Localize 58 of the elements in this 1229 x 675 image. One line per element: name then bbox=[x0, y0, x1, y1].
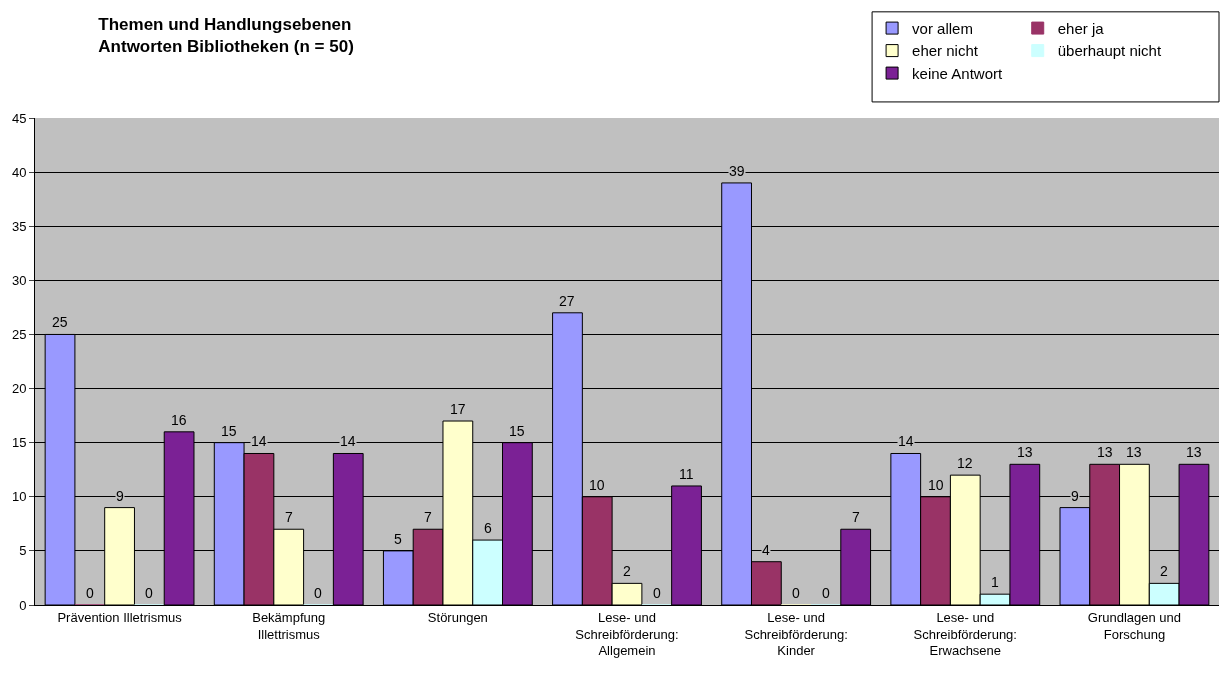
data-label: 16 bbox=[171, 412, 187, 428]
data-label: 1 bbox=[991, 574, 999, 590]
data-label: 0 bbox=[822, 585, 830, 601]
data-label: 13 bbox=[1186, 444, 1202, 460]
data-label: 7 bbox=[424, 509, 432, 525]
y-tick-label: 35 bbox=[11, 218, 27, 234]
data-label: 13 bbox=[1017, 444, 1033, 460]
data-label: 17 bbox=[450, 401, 466, 417]
data-label: 0 bbox=[653, 585, 661, 601]
data-label: 14 bbox=[898, 433, 914, 449]
y-tick-label: 10 bbox=[11, 489, 27, 505]
data-label: 6 bbox=[484, 520, 492, 536]
data-label: 2 bbox=[1160, 563, 1168, 579]
x-tick-label: Lese- und Schreibförderung: Kinder bbox=[744, 609, 848, 659]
data-label: 9 bbox=[116, 488, 124, 504]
y-tick-label: 20 bbox=[11, 381, 27, 397]
data-label: 14 bbox=[251, 433, 267, 449]
x-tick-label: Prävention Illetrismus bbox=[57, 609, 183, 625]
legend-label: vor allem bbox=[912, 19, 973, 37]
data-label: 10 bbox=[589, 477, 605, 493]
data-label: 2 bbox=[623, 563, 631, 579]
legend-label: eher ja bbox=[1057, 19, 1105, 37]
data-label: 7 bbox=[852, 509, 860, 525]
data-label: 14 bbox=[340, 433, 356, 449]
data-label: 0 bbox=[314, 585, 322, 601]
chart-title: Themen und Handlungsebenen Antworten Bibliotheken (n = 50) bbox=[98, 15, 354, 57]
y-tick-label: 30 bbox=[11, 272, 27, 288]
data-label: 5 bbox=[394, 531, 402, 547]
data-label: 27 bbox=[559, 293, 575, 309]
data-label: 13 bbox=[1126, 444, 1142, 460]
data-label: 15 bbox=[509, 423, 525, 439]
x-tick-label: Grundlagen und Forschung bbox=[1087, 609, 1182, 642]
data-label: 0 bbox=[145, 585, 153, 601]
x-tick-label: Störungen bbox=[427, 609, 488, 625]
y-tick-label: 5 bbox=[19, 543, 27, 559]
data-label: 15 bbox=[221, 423, 237, 439]
y-tick-label: 15 bbox=[11, 435, 27, 451]
data-label: 39 bbox=[729, 163, 745, 179]
data-label: 7 bbox=[285, 509, 293, 525]
x-tick-label: Lese- und Schreibförderung: Allgemein bbox=[575, 609, 679, 659]
y-tick-label: 40 bbox=[11, 164, 27, 180]
x-tick-label: Bekämpfung Illettrismus bbox=[252, 609, 326, 642]
y-tick-label: 25 bbox=[11, 326, 27, 342]
y-tick-label: 0 bbox=[19, 597, 27, 613]
data-label: 12 bbox=[957, 455, 973, 471]
x-tick-label: Lese- und Schreibförderung: Erwachsene bbox=[913, 609, 1017, 659]
data-label: 0 bbox=[792, 585, 800, 601]
data-label: 11 bbox=[679, 466, 694, 482]
data-label: 13 bbox=[1097, 444, 1113, 460]
data-label: 25 bbox=[52, 314, 68, 330]
y-tick-label: 45 bbox=[11, 110, 27, 126]
data-label: 4 bbox=[762, 542, 770, 558]
data-label: 10 bbox=[928, 477, 944, 493]
legend-label: eher nicht bbox=[912, 42, 979, 60]
legend-label: überhaupt nicht bbox=[1057, 42, 1162, 60]
data-label: 9 bbox=[1071, 488, 1079, 504]
legend-label: keine Antwort bbox=[912, 64, 1003, 82]
data-label: 0 bbox=[86, 585, 94, 601]
